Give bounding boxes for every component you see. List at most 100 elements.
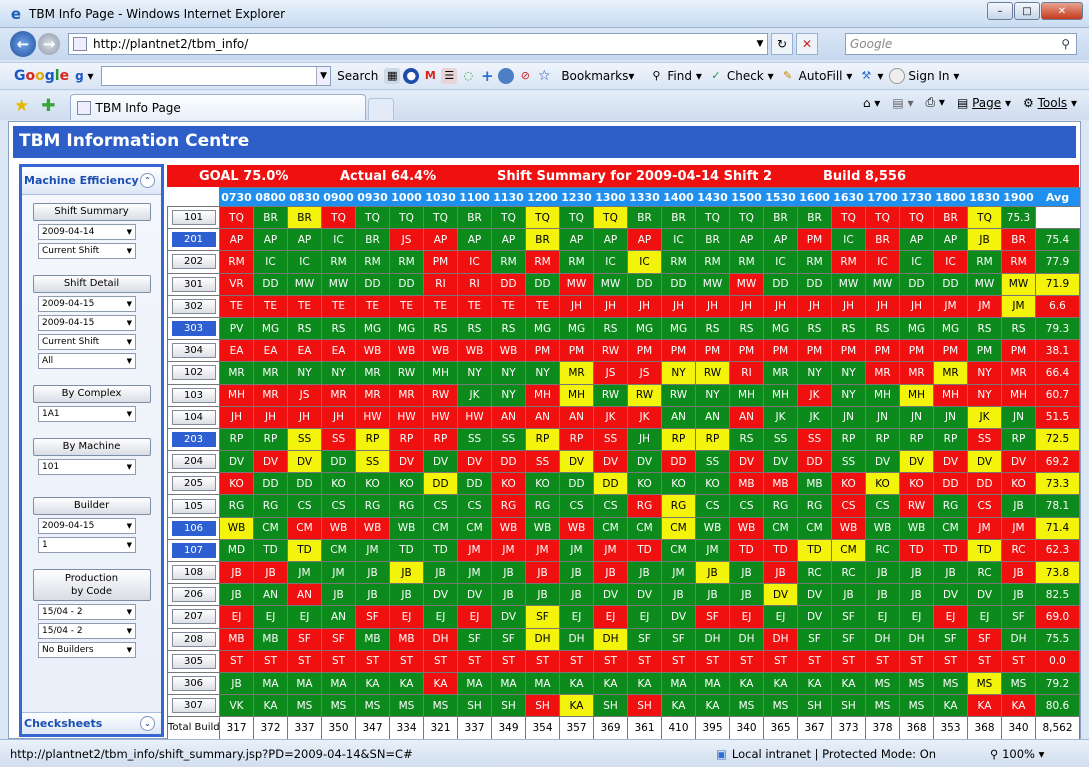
shift-cell[interactable]: RS (1001, 316, 1036, 341)
shift-cell[interactable]: ST (287, 649, 322, 673)
shift-cell[interactable]: AP (457, 228, 492, 252)
shift-cell[interactable]: MB (219, 627, 254, 651)
shift-cell[interactable]: RM (797, 250, 832, 274)
shift-cell[interactable]: AP (287, 228, 322, 252)
shift-cell[interactable]: JH (559, 294, 594, 318)
shift-cell[interactable]: ST (831, 649, 866, 673)
search-icon[interactable]: ⚲ (1061, 37, 1070, 51)
shift-cell[interactable]: DD (627, 272, 662, 296)
sphere-icon[interactable] (498, 68, 515, 84)
shift-cell[interactable]: JN (899, 405, 934, 429)
shift-cell[interactable]: DD (321, 450, 356, 474)
machine-button[interactable]: 303 (171, 321, 216, 337)
shift-cell[interactable]: AP (219, 228, 254, 252)
shift-cell[interactable]: CS (831, 494, 866, 518)
shift-cell[interactable]: JB (1001, 560, 1036, 585)
shift-cell[interactable]: DH (525, 627, 560, 651)
shift-cell[interactable]: AP (559, 228, 594, 252)
shift-cell[interactable]: JM (559, 538, 594, 563)
shift-cell[interactable]: JH (797, 294, 832, 318)
shift-cell[interactable]: RC (865, 538, 900, 563)
tools-menu[interactable]: ⚙ Tools ▾ (1023, 95, 1077, 110)
chrome-icon[interactable]: ◌ (463, 69, 474, 82)
shift-cell[interactable]: CS (457, 494, 492, 518)
shift-cell[interactable]: ST (525, 649, 560, 673)
shift-cell[interactable]: JS (389, 228, 424, 252)
machine-button[interactable]: 206 (171, 587, 216, 603)
shift-cell[interactable]: DH (865, 627, 900, 651)
shift-cell[interactable]: JK (797, 405, 832, 429)
shift-cell[interactable]: KA (695, 694, 730, 718)
shift-cell[interactable]: NY (457, 361, 492, 385)
shift-cell[interactable]: BR (457, 205, 492, 230)
shift-cell[interactable]: SF (355, 605, 390, 629)
shift-cell[interactable]: JH (763, 294, 798, 318)
shift-cell[interactable]: RP (865, 427, 900, 452)
shift-cell[interactable]: DD (593, 472, 628, 496)
shift-cell[interactable]: MB (389, 627, 424, 651)
shift-cell[interactable]: DD (457, 472, 492, 496)
shift-cell[interactable]: JB (219, 560, 254, 585)
shift-cell[interactable]: ST (559, 649, 594, 673)
shift-cell[interactable]: TD (797, 538, 832, 563)
shift-cell[interactable]: PM (899, 339, 934, 363)
shift-cell[interactable]: JM (1001, 294, 1036, 318)
shift-cell[interactable]: MR (559, 361, 594, 385)
shift-cell[interactable]: KA (559, 671, 594, 696)
shift-cell[interactable]: NY (321, 361, 356, 385)
google-search-input[interactable]: ▼ (101, 66, 332, 86)
shift-cell[interactable]: RS (831, 316, 866, 341)
shift-cell[interactable]: DD (933, 472, 968, 496)
forward-button[interactable]: → (38, 33, 60, 55)
shift-cell[interactable]: DV (491, 605, 526, 629)
shift-cell[interactable]: RI (423, 272, 458, 296)
shift-cell[interactable]: WB (491, 339, 526, 363)
shift-cell[interactable]: CM (593, 516, 628, 540)
shift-cell[interactable]: DD (661, 450, 696, 474)
shift-cell[interactable]: KO (627, 472, 662, 496)
shift-cell[interactable]: EJ (559, 605, 594, 629)
shift-cell[interactable]: SF (491, 627, 526, 651)
shift-cell[interactable]: EJ (219, 605, 254, 629)
shift-cell[interactable]: TQ (525, 205, 560, 230)
shift-cell[interactable]: DH (695, 627, 730, 651)
shift-cell[interactable]: MS (967, 671, 1002, 696)
shift-cell[interactable]: DD (389, 272, 424, 296)
shift-cell[interactable]: JB (729, 583, 764, 607)
gmail-icon[interactable]: M (424, 69, 436, 82)
shift-cell[interactable]: KO (525, 472, 560, 496)
shift-cell[interactable]: RS (729, 427, 764, 452)
shift-cell[interactable]: JN (1001, 405, 1036, 429)
shift-cell[interactable]: SF (457, 627, 492, 651)
shift-cell[interactable]: MB (763, 472, 798, 496)
shift-cell[interactable]: RW (695, 361, 730, 385)
shift-cell[interactable]: EJ (457, 605, 492, 629)
shift-summary-button[interactable]: Shift Summary (32, 203, 151, 221)
shift-cell[interactable]: RM (491, 250, 526, 274)
machine-button[interactable]: 301 (171, 276, 216, 292)
shift-cell[interactable]: RP (933, 427, 968, 452)
shift-cell[interactable]: TD (899, 538, 934, 563)
shift-cell[interactable]: DV (661, 605, 696, 629)
shift-cell[interactable]: JM (661, 560, 696, 585)
shift-cell[interactable]: JB (593, 560, 628, 585)
shift-cell[interactable]: BR (661, 205, 696, 230)
by-machine-button[interactable]: By Machine (32, 438, 151, 456)
shift-cell[interactable]: IC (287, 250, 322, 274)
shift-cell[interactable]: TQ (967, 205, 1002, 230)
shift-cell[interactable]: IC (321, 228, 356, 252)
shift-cell[interactable]: MS (1001, 671, 1036, 696)
shift-cell[interactable]: KA (355, 671, 390, 696)
shift-cell[interactable]: IC (763, 250, 798, 274)
shift-cell[interactable]: SF (933, 627, 968, 651)
shift-cell[interactable]: MR (933, 361, 968, 385)
shift-cell[interactable]: KO (491, 472, 526, 496)
shift-cell[interactable]: RS (695, 316, 730, 341)
shift-cell[interactable]: WB (729, 516, 764, 540)
shift-cell[interactable]: JK (967, 405, 1002, 429)
shift-cell[interactable]: MR (219, 361, 254, 385)
shift-cell[interactable]: ST (1001, 649, 1036, 673)
shift-cell[interactable]: EJ (763, 605, 798, 629)
shift-cell[interactable]: TE (389, 294, 424, 318)
shift-cell[interactable]: JB (559, 560, 594, 585)
